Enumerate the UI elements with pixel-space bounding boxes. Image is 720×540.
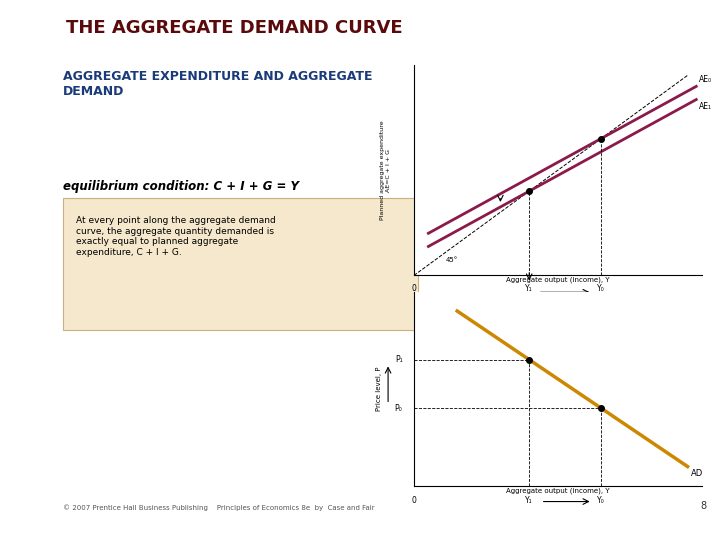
Text: 0: 0 [412,284,416,293]
X-axis label: Aggregate output (income), Y: Aggregate output (income), Y [506,277,610,284]
Text: 45°: 45° [445,256,458,263]
Text: Y₀: Y₀ [598,284,605,293]
Text: Planned aggregate expenditure
AE=C + I + G: Planned aggregate expenditure AE=C + I +… [380,120,390,220]
Text: Price level, P: Price level, P [377,367,382,411]
Text: 8: 8 [701,501,706,511]
Text: AGGREGATE EXPENDITURE AND AGGREGATE
DEMAND: AGGREGATE EXPENDITURE AND AGGREGATE DEMA… [63,70,372,98]
Text: P₀: P₀ [395,404,402,413]
Text: At every point along the aggregate demand
curve, the aggregate quantity demanded: At every point along the aggregate deman… [76,217,276,256]
Bar [63,198,418,330]
Text: AE₀: AE₀ [699,75,712,84]
Text: AD: AD [690,469,703,477]
Text: THE AGGREGATE DEMAND CURVE: THE AGGREGATE DEMAND CURVE [66,19,403,37]
Text: equilibrium condition: C + I + G = Y: equilibrium condition: C + I + G = Y [63,180,299,193]
Text: AE₁: AE₁ [699,102,712,111]
X-axis label: Aggregate output (income), Y: Aggregate output (income), Y [506,488,610,494]
Text: Y₁: Y₁ [526,496,533,505]
Text: Y₀: Y₀ [598,496,605,505]
Text: Y₁: Y₁ [526,284,533,293]
Text: CHAPTER 26:  Aggregate Demand,
Aggregate Supply, and Inflation: CHAPTER 26: Aggregate Demand, Aggregate … [18,200,32,340]
Text: 0: 0 [412,496,416,505]
Text: © 2007 Prentice Hall Business Publishing    Principles of Economics 8e  by  Case: © 2007 Prentice Hall Business Publishing… [63,504,374,511]
Text: P₁: P₁ [395,355,402,364]
